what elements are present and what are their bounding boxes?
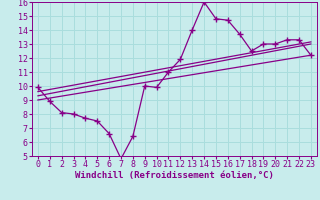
X-axis label: Windchill (Refroidissement éolien,°C): Windchill (Refroidissement éolien,°C) <box>75 171 274 180</box>
